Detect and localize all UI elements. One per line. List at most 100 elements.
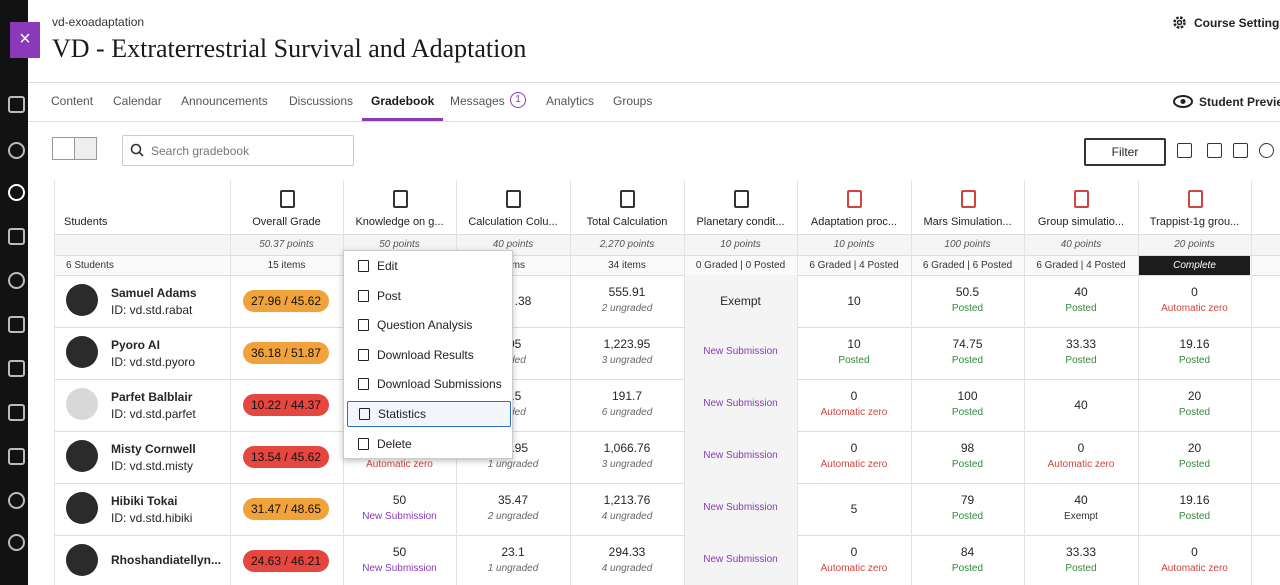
- grade-cell[interactable]: 79: [960, 493, 975, 507]
- grade-cell[interactable]: 33.33: [1065, 545, 1097, 559]
- nav-icon[interactable]: [8, 360, 25, 377]
- student-name[interactable]: Samuel Adams: [111, 286, 197, 300]
- nav-icon[interactable]: [8, 448, 25, 465]
- nav-icon[interactable]: [8, 142, 25, 159]
- nav-icon[interactable]: [8, 272, 25, 289]
- grade-cell[interactable]: 1,223.95: [603, 337, 651, 351]
- student-name[interactable]: Hibiki Tokai: [111, 494, 178, 508]
- grade-cell[interactable]: New Submission: [703, 398, 778, 409]
- grade-cell[interactable]: 555.91: [608, 285, 646, 299]
- tab[interactable]: Content: [51, 94, 94, 108]
- column-header[interactable]: Calculation Colu...: [468, 216, 558, 228]
- overall-grade[interactable]: 31.47 / 48.65: [243, 498, 329, 520]
- grade-cell[interactable]: 23.1: [501, 545, 525, 559]
- grade-cell[interactable]: 50.5: [955, 285, 980, 299]
- column-header[interactable]: Total Calculation: [586, 216, 668, 228]
- grade-cell[interactable]: 100: [957, 389, 978, 403]
- overall-grade[interactable]: 24.63 / 46.21: [243, 550, 329, 572]
- nav-icon[interactable]: [8, 534, 25, 551]
- column-header[interactable]: Acti: [1255, 216, 1280, 228]
- overall-grade[interactable]: 27.96 / 45.62: [243, 290, 329, 312]
- grade-cell[interactable]: 40: [1074, 398, 1088, 412]
- student-name[interactable]: Misty Cornwell: [111, 442, 196, 456]
- grade-cell[interactable]: 191.7: [611, 389, 643, 403]
- grade-cell[interactable]: 74.75: [952, 337, 983, 351]
- grade-cell[interactable]: 5: [850, 502, 858, 516]
- student-name[interactable]: Pyoro AI: [111, 338, 160, 352]
- grade-cell[interactable]: 98: [960, 441, 975, 455]
- nav-icon[interactable]: [8, 96, 25, 113]
- grade-cell[interactable]: 0: [1191, 545, 1198, 559]
- menu-item[interactable]: Download Results: [344, 342, 512, 368]
- grade-cell[interactable]: 33.33: [1065, 337, 1097, 351]
- search-box[interactable]: [122, 135, 354, 166]
- grade-cell[interactable]: 294.33: [608, 545, 646, 559]
- grade-cell[interactable]: New Submission: [703, 346, 778, 357]
- grade-cell[interactable]: New Submission: [703, 554, 778, 565]
- grade-cell[interactable]: 0: [1191, 285, 1198, 299]
- grid-view-toggle[interactable]: [74, 137, 97, 160]
- grade-cell[interactable]: 0: [850, 545, 858, 559]
- grade-cell[interactable]: 19.16: [1179, 493, 1210, 507]
- grade-cell[interactable]: 0: [850, 389, 858, 403]
- overall-grade[interactable]: 10.22 / 44.37: [243, 394, 329, 416]
- grade-cell[interactable]: 19.16: [1179, 337, 1210, 351]
- column-header[interactable]: Planetary condit...: [696, 216, 785, 228]
- tab[interactable]: Messages: [450, 94, 505, 108]
- column-header[interactable]: Students: [64, 216, 108, 228]
- tool-icon[interactable]: [1207, 143, 1222, 158]
- tool-icon[interactable]: [1233, 143, 1248, 158]
- nav-icon[interactable]: [8, 492, 25, 509]
- grade-cell[interactable]: 1,066.76: [603, 441, 651, 455]
- grade-cell[interactable]: New Submission: [703, 502, 778, 513]
- column-header[interactable]: Overall Grade: [252, 216, 321, 228]
- overall-grade[interactable]: 13.54 / 45.62: [243, 446, 329, 468]
- grade-cell[interactable]: .38: [514, 294, 532, 308]
- column-header[interactable]: Knowledge on g...: [355, 216, 444, 228]
- tool-icon[interactable]: [1259, 143, 1274, 158]
- menu-item[interactable]: Download Submissions: [344, 371, 512, 397]
- close-button[interactable]: ×: [10, 22, 40, 58]
- tab[interactable]: Groups: [613, 94, 653, 108]
- tab[interactable]: Discussions: [289, 94, 354, 108]
- menu-item[interactable]: Post: [344, 283, 512, 309]
- tab[interactable]: Announcements: [181, 94, 268, 108]
- tab[interactable]: Analytics: [546, 94, 595, 108]
- tab[interactable]: Calendar: [113, 94, 162, 108]
- column-header[interactable]: Trappist-1g grou...: [1149, 216, 1240, 228]
- grade-cell[interactable]: 50: [392, 493, 407, 507]
- grade-cell[interactable]: Exempt: [720, 294, 761, 308]
- nav-icon[interactable]: [8, 316, 25, 333]
- menu-item[interactable]: Edit: [344, 253, 512, 279]
- grade-cell[interactable]: 20: [1187, 441, 1202, 455]
- menu-item[interactable]: Delete: [344, 431, 512, 457]
- column-header[interactable]: Mars Simulation...: [923, 216, 1012, 228]
- tool-icon[interactable]: [1177, 143, 1192, 158]
- nav-icon[interactable]: [8, 228, 25, 245]
- grade-cell[interactable]: 1,213.76: [603, 493, 651, 507]
- student-name[interactable]: Parfet Balblair: [111, 390, 193, 404]
- grade-cell[interactable]: 40: [1074, 285, 1088, 299]
- course-settings[interactable]: Course Settings: [1194, 16, 1280, 30]
- grade-cell[interactable]: 0: [850, 441, 858, 455]
- student-preview[interactable]: Student Preview: [1199, 95, 1280, 109]
- filter-button[interactable]: Filter: [1084, 138, 1166, 166]
- list-view-toggle[interactable]: [52, 137, 75, 160]
- column-header[interactable]: Adaptation proc...: [810, 216, 898, 228]
- tab[interactable]: Gradebook: [371, 94, 435, 108]
- nav-icon[interactable]: [8, 184, 25, 201]
- nav-icon[interactable]: [8, 404, 25, 421]
- grade-cell[interactable]: 40: [1074, 493, 1088, 507]
- grade-cell[interactable]: 50: [392, 545, 407, 559]
- grade-cell[interactable]: 10: [847, 294, 861, 308]
- grade-cell[interactable]: 35.47: [497, 493, 529, 507]
- column-header[interactable]: Group simulatio...: [1037, 216, 1125, 228]
- menu-item[interactable]: Question Analysis: [344, 312, 512, 338]
- menu-item[interactable]: Statistics: [347, 401, 511, 427]
- grade-cell[interactable]: 0: [1077, 441, 1085, 455]
- grade-cell[interactable]: New Submission: [703, 450, 778, 461]
- student-name[interactable]: Rhoshandiatellyn...: [111, 553, 222, 567]
- grade-cell[interactable]: 84: [960, 545, 975, 559]
- grade-cell[interactable]: 20: [1187, 389, 1202, 403]
- overall-grade[interactable]: 36.18 / 51.87: [243, 342, 329, 364]
